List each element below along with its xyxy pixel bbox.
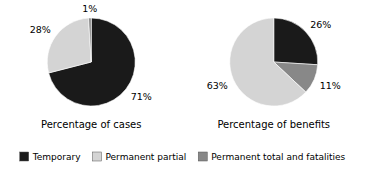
pie-slice: Permanent partial: [47, 18, 91, 73]
legend-label: Permanent total and fatalities: [211, 152, 345, 162]
data-label: 28%: [30, 24, 51, 35]
data-label: 63%: [207, 80, 228, 91]
data-label: 11%: [320, 80, 341, 91]
background: [0, 0, 365, 170]
legend-swatch: [198, 152, 207, 161]
pie: TemporaryPermanent partialPermanent tota…: [47, 18, 135, 106]
legend-swatch: [92, 152, 101, 161]
legend-label: Permanent partial: [105, 152, 186, 162]
legend-swatch: [20, 152, 29, 161]
data-label: 1%: [82, 3, 97, 14]
chart-root: TemporaryPermanent partialPermanent tota…: [0, 0, 365, 170]
chart-title: Percentage of cases: [41, 119, 141, 130]
legend-label: Temporary: [32, 152, 81, 162]
pie-slice: Permanent total and fatalities: [88, 18, 91, 62]
data-label: 71%: [131, 91, 152, 102]
legend: Temporary Permanent partial Permanent tota…: [20, 152, 346, 162]
data-label: 26%: [310, 19, 331, 30]
pie: TemporaryPermanent total and fatalitiesP…: [230, 18, 318, 106]
pie-slice: Permanent partial: [230, 18, 306, 106]
chart-title: Percentage of benefits: [217, 119, 330, 130]
